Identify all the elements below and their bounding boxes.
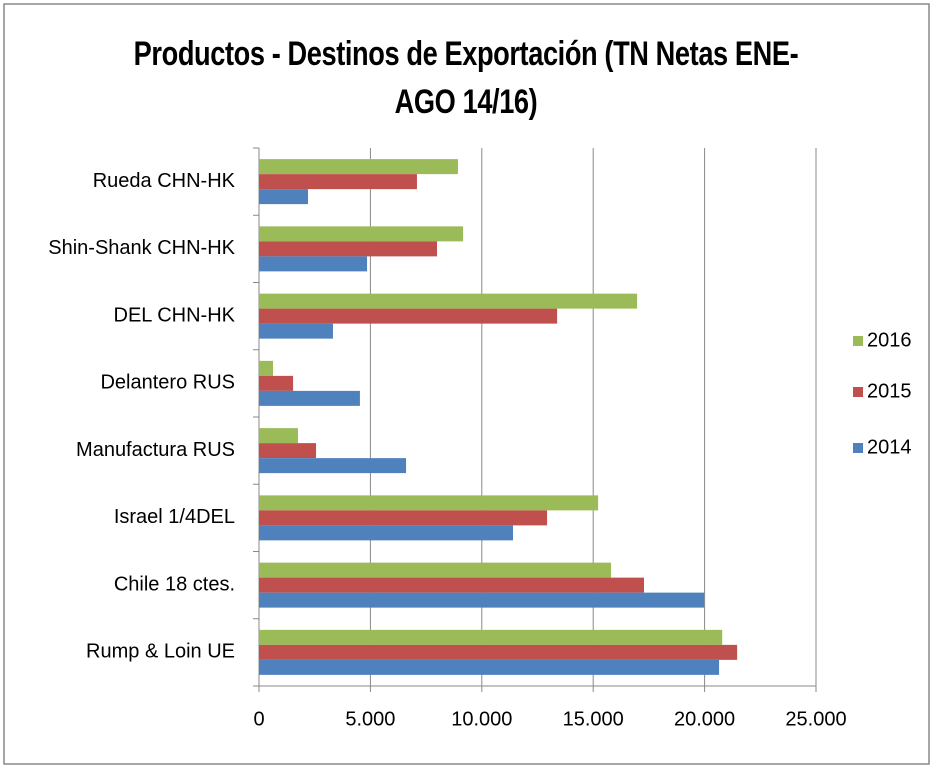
chart-title: Productos - Destinos de Exportación (TN … xyxy=(133,35,799,121)
bar xyxy=(259,375,294,391)
bar xyxy=(259,644,738,660)
y-tick-label: Shin-Shank CHN-HK xyxy=(48,237,235,259)
bar xyxy=(259,241,438,257)
x-tick-label: 20.000 xyxy=(674,708,735,730)
y-tick-label: Chile 18 ctes. xyxy=(114,573,235,595)
y-tick-label: DEL CHN-HK xyxy=(114,304,236,326)
legend-label: 2016 xyxy=(867,329,912,351)
bar xyxy=(259,360,274,376)
bar xyxy=(259,659,720,675)
x-tick-label: 25.000 xyxy=(785,708,846,730)
legend-swatch xyxy=(853,443,863,453)
bar xyxy=(259,510,548,526)
bar xyxy=(259,629,723,645)
bar xyxy=(259,293,638,309)
bar xyxy=(259,174,417,190)
bar xyxy=(259,428,298,444)
x-tick-label: 10.000 xyxy=(451,708,512,730)
x-tick-label: 5.000 xyxy=(345,708,395,730)
bar xyxy=(259,495,599,511)
bar xyxy=(259,256,368,272)
legend-swatch xyxy=(853,336,863,346)
bar xyxy=(259,189,309,205)
bar xyxy=(259,577,644,593)
bar xyxy=(259,562,612,578)
bar xyxy=(259,443,317,459)
y-tick-label: Rueda CHN-HK xyxy=(93,170,236,192)
bar xyxy=(259,159,458,175)
bar xyxy=(259,226,464,242)
bar xyxy=(259,525,513,541)
y-tick-label: Israel 1/4DEL xyxy=(114,506,235,528)
bar xyxy=(259,458,407,474)
legend-label: 2014 xyxy=(867,436,912,458)
bar xyxy=(259,323,333,339)
bar xyxy=(259,592,705,608)
legend-label: 2015 xyxy=(867,380,912,402)
bar xyxy=(259,390,360,406)
x-tick-label: 15.000 xyxy=(563,708,624,730)
y-tick-label: Manufactura RUS xyxy=(76,439,235,461)
legend-swatch xyxy=(853,387,863,397)
y-tick-label: Delantero RUS xyxy=(100,372,235,394)
x-tick-label: 0 xyxy=(253,708,264,730)
y-tick-label: Rump & Loin UE xyxy=(86,641,235,663)
bar xyxy=(259,308,558,324)
